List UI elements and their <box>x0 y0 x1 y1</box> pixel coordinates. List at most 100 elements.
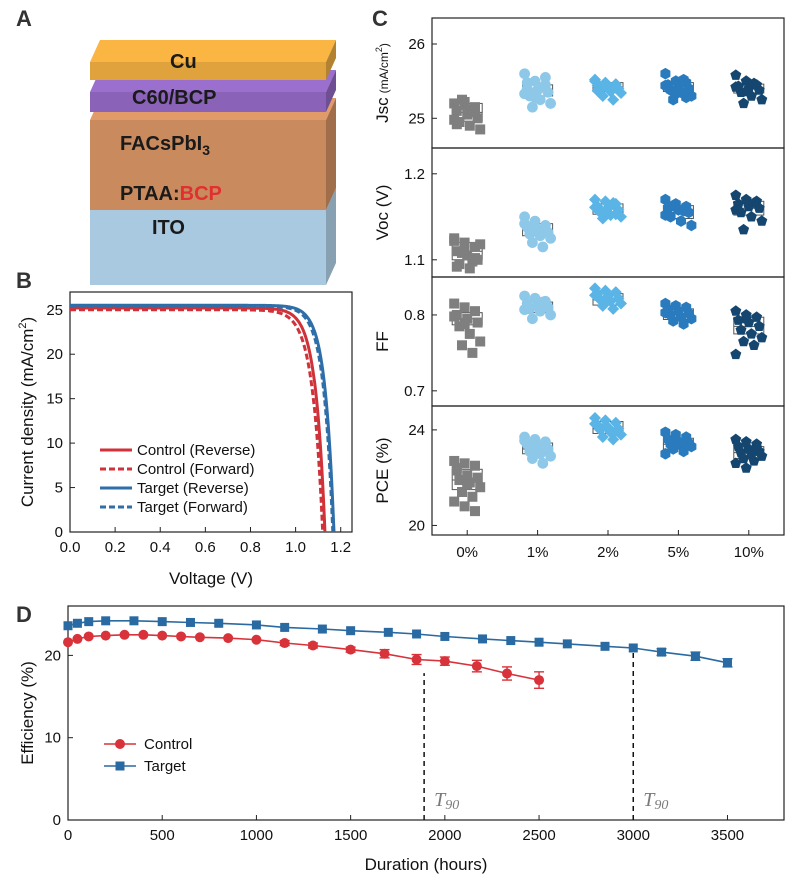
point-2-3-10 <box>678 318 689 330</box>
point-1-4-9 <box>738 223 750 235</box>
y-tick-label: 20 <box>408 517 425 534</box>
stack-layer-side-1 <box>326 70 336 112</box>
t90-label-0: T90 <box>434 789 459 813</box>
y-tick-label: 1.1 <box>404 252 425 269</box>
point-0-0-5 <box>472 113 483 124</box>
data-point-1-0 <box>63 621 73 631</box>
legend-marker-0 <box>115 739 125 749</box>
point-1-1-1 <box>529 215 541 227</box>
point-3-0-5 <box>472 472 483 483</box>
point-0-2-10 <box>607 93 620 106</box>
y-tick-label: 20 <box>46 346 63 363</box>
y-axis-label-sup: 2 <box>17 323 29 329</box>
point-2-0-2 <box>470 306 480 317</box>
point-1-0-3 <box>451 246 462 257</box>
point-3-0-1 <box>459 458 470 469</box>
point-3-3-12 <box>670 434 681 447</box>
x-tick-label: 1500 <box>334 827 367 844</box>
point-3-4-11 <box>730 457 742 468</box>
data-point-1-17 <box>534 637 544 647</box>
y-axis-label-2: FF <box>373 331 392 352</box>
point-1-1-8 <box>545 232 556 244</box>
data-point-1-20 <box>628 643 638 653</box>
point-1-2-11 <box>589 201 601 214</box>
data-point-0-10 <box>251 634 262 645</box>
data-point-1-16 <box>506 636 516 646</box>
data-point-0-8 <box>194 632 205 643</box>
x-tick-label: 1.0 <box>285 539 306 556</box>
point-2-1-9 <box>527 313 538 325</box>
data-point-1-21 <box>657 647 667 657</box>
point-3-0-4 <box>462 470 473 481</box>
data-point-0-17 <box>471 661 482 672</box>
data-point-1-14 <box>440 631 450 641</box>
stack-label-ptaa: PTAA:BCP <box>120 183 222 205</box>
point-0-1-8 <box>545 98 556 109</box>
point-0-0-3 <box>451 105 462 116</box>
point-1-0-13 <box>470 253 480 264</box>
data-point-0-9 <box>223 633 234 644</box>
point-0-4-9 <box>738 97 750 109</box>
point-2-4-0 <box>730 305 742 316</box>
y-tick-label: 10 <box>44 730 61 747</box>
point-3-4-9 <box>738 452 750 464</box>
point-3-2-12 <box>599 420 612 433</box>
data-point-1-6 <box>185 617 195 627</box>
legend-label-0: Control <box>144 736 192 753</box>
point-3-3-11 <box>660 448 671 460</box>
y-tick-label: 15 <box>46 391 63 408</box>
y-tick-label: 0 <box>53 812 61 829</box>
data-point-0-2 <box>83 631 94 642</box>
point-2-4-10 <box>748 339 760 350</box>
y-tick-label: 10 <box>46 435 63 452</box>
point-0-2-12 <box>599 78 612 91</box>
point-3-4-10 <box>748 455 760 466</box>
plot-frame <box>67 605 785 821</box>
point-2-1-10 <box>537 296 549 308</box>
y-tick-label: 5 <box>55 480 63 497</box>
stability-chart: 0 500 1000 1500 2000 2500 3000 3500 0 10 20 Duratio… <box>18 605 785 874</box>
panel-letter-c: C <box>372 6 388 31</box>
data-point-1-4 <box>129 616 139 626</box>
data-point-1-3 <box>101 616 111 626</box>
point-2-0-12 <box>459 319 470 330</box>
data-point-1-1 <box>72 618 82 628</box>
point-2-0-5 <box>472 317 483 328</box>
point-1-0-14 <box>451 261 462 272</box>
point-0-0-8 <box>475 124 486 135</box>
point-0-0-14 <box>451 119 462 130</box>
point-2-3-8 <box>686 312 697 325</box>
x-tick-label: 2000 <box>428 827 461 844</box>
y-tick-label: 0 <box>55 524 63 541</box>
y-tick-label: 1.2 <box>404 166 425 183</box>
data-point-0-15 <box>411 654 422 665</box>
point-0-0-7 <box>464 120 475 131</box>
point-1-1-10 <box>537 241 549 253</box>
point-3-2-11 <box>589 417 601 430</box>
point-0-1-10 <box>537 81 549 93</box>
point-1-3-11 <box>660 209 671 221</box>
y-axis-label-1: Voc (V) <box>373 185 392 241</box>
data-point-0-16 <box>439 656 450 667</box>
x-tick-label: 0.2 <box>105 539 126 556</box>
y-axis-label-0: Jsc(mA/cm2) <box>373 43 392 123</box>
x-tick-label: 1000 <box>240 827 273 844</box>
x-tick-label: 500 <box>150 827 175 844</box>
x-tick-label: 0.6 <box>195 539 216 556</box>
data-point-0-14 <box>379 648 390 659</box>
data-point-1-18 <box>562 639 572 649</box>
point-1-0-12 <box>459 244 470 255</box>
point-1-0-4 <box>462 250 473 261</box>
series-line-0 <box>67 634 540 681</box>
data-point-0-7 <box>176 631 187 642</box>
y-axis-unit-sup: 2 <box>374 47 384 52</box>
stack-layer-front-2 <box>90 120 326 210</box>
point-3-0-13 <box>470 506 480 517</box>
point-1-0-8 <box>475 239 486 250</box>
point-0-1-14 <box>521 77 533 89</box>
t90-label-sub: 90 <box>445 798 459 813</box>
point-2-2-10 <box>607 302 620 315</box>
data-point-0-0 <box>63 637 73 648</box>
legend-label-1: Control (Forward) <box>137 461 255 478</box>
